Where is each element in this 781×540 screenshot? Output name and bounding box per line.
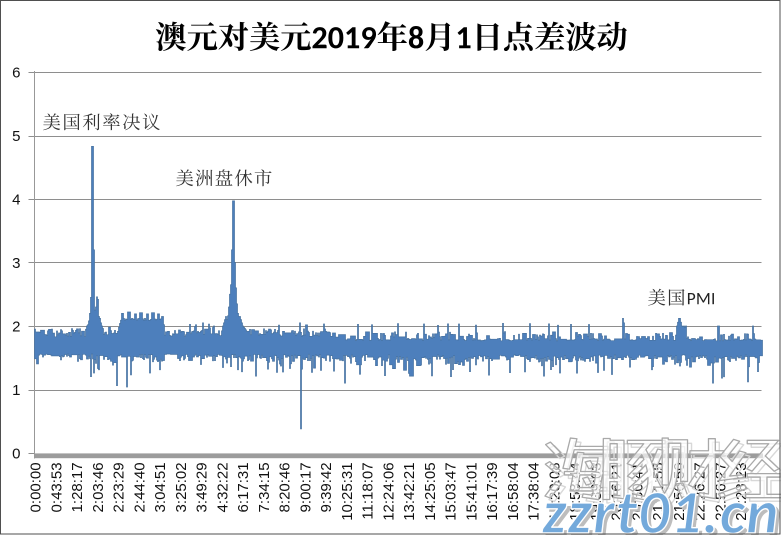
svg-text:1:28:17: 1:28:17 (69, 462, 86, 512)
svg-text:7:34:15: 7:34:15 (256, 462, 273, 512)
svg-text:2:03:46: 2:03:46 (90, 462, 107, 512)
svg-text:15:03:47: 15:03:47 (443, 462, 460, 520)
svg-text:14:25:05: 14:25:05 (422, 462, 439, 520)
svg-text:3:49:29: 3:49:29 (194, 462, 211, 512)
svg-text:2: 2 (12, 319, 20, 336)
svg-text:2:23:29: 2:23:29 (111, 462, 128, 512)
svg-text:16:17:39: 16:17:39 (484, 462, 501, 520)
svg-text:4:32:22: 4:32:22 (214, 462, 231, 512)
svg-text:11:18:07: 11:18:07 (360, 462, 377, 519)
svg-text:0: 0 (12, 446, 20, 463)
svg-text:4: 4 (12, 192, 20, 209)
svg-text:1: 1 (12, 382, 20, 399)
svg-text:3:04:51: 3:04:51 (152, 462, 169, 512)
svg-text:9:00:17: 9:00:17 (297, 462, 314, 512)
svg-text:9:39:42: 9:39:42 (318, 462, 335, 512)
svg-text:5: 5 (12, 128, 20, 145)
svg-text:13:42:21: 13:42:21 (401, 462, 418, 520)
svg-text:2:44:40: 2:44:40 (131, 462, 148, 512)
svg-text:6:17:31: 6:17:31 (235, 462, 252, 512)
svg-text:12:24:06: 12:24:06 (380, 462, 397, 520)
svg-text:3:25:02: 3:25:02 (173, 462, 190, 512)
svg-text:17:38:04: 17:38:04 (526, 462, 543, 520)
svg-text:0:00:00: 0:00:00 (28, 462, 45, 512)
svg-text:3: 3 (12, 255, 20, 272)
svg-text:10:25:31: 10:25:31 (339, 462, 356, 520)
svg-text:16:58:04: 16:58:04 (505, 462, 522, 520)
svg-text:0:43:53: 0:43:53 (48, 462, 65, 512)
svg-text:8:20:46: 8:20:46 (277, 462, 294, 512)
svg-text:15:41:01: 15:41:01 (463, 462, 480, 520)
svg-text:6: 6 (12, 65, 20, 82)
